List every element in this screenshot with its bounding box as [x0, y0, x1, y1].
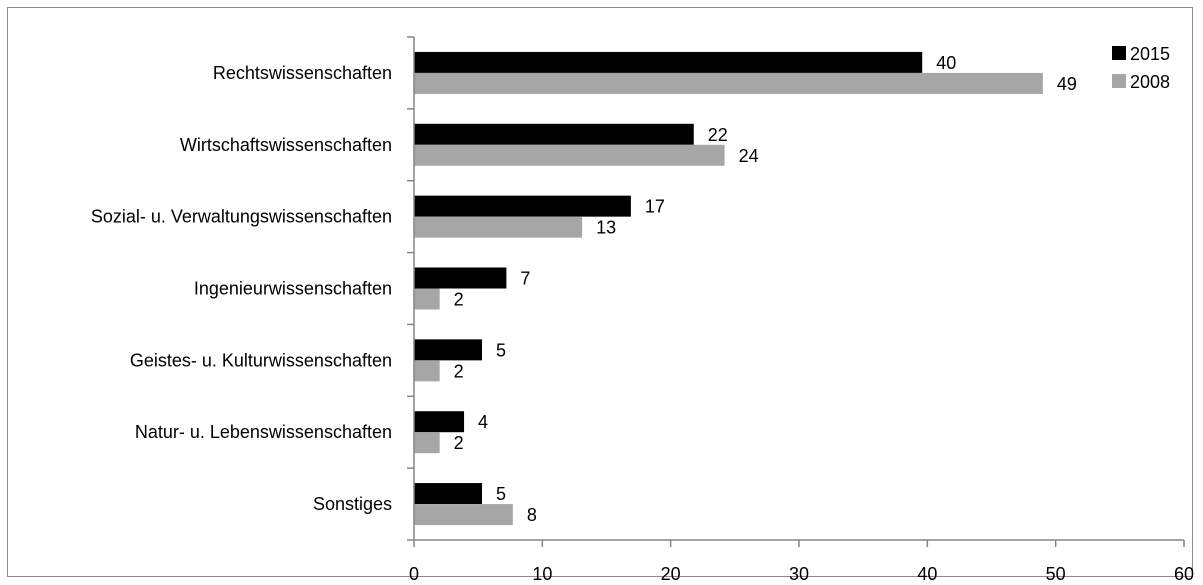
- x-tick-label: 50: [1046, 564, 1066, 584]
- category-label: Sozial- u. Verwaltungswissenschaften: [91, 207, 392, 227]
- bar-2015-1: [414, 51, 923, 73]
- data-label-2008: 8: [527, 505, 537, 525]
- data-label-2015: 7: [520, 269, 530, 289]
- bar-2015-3: [414, 195, 631, 217]
- category-label: Rechtswissenschaften: [213, 63, 392, 83]
- x-tick-label: 30: [789, 564, 809, 584]
- bar-2008-6: [414, 432, 440, 454]
- bar-2008-5: [414, 360, 440, 382]
- category-label: Ingenieurwissenschaften: [194, 279, 392, 299]
- data-label-2015: 17: [645, 197, 665, 217]
- legend-swatch-2008: [1112, 74, 1126, 88]
- chart-frame: [7, 7, 1193, 577]
- category-label: Natur- u. Lebenswissenschaften: [135, 422, 392, 442]
- bar-2015-4: [414, 267, 507, 289]
- x-tick-label: 0: [409, 564, 419, 584]
- data-label-2015: 22: [708, 125, 728, 145]
- data-label-2015: 40: [936, 53, 956, 73]
- data-label-2015: 5: [496, 340, 506, 360]
- legend-swatch-2015: [1112, 46, 1126, 60]
- data-label-2008: 2: [454, 361, 464, 381]
- x-tick-label: 60: [1174, 564, 1194, 584]
- bar-2015-5: [414, 339, 483, 361]
- bar-2008-2: [414, 144, 725, 166]
- category-label: Geistes- u. Kulturwissenschaften: [130, 350, 392, 370]
- data-label-2008: 2: [454, 433, 464, 453]
- data-label-2008: 24: [739, 146, 759, 166]
- x-tick-label: 40: [917, 564, 937, 584]
- bar-2008-4: [414, 288, 440, 310]
- x-tick-label: 20: [661, 564, 681, 584]
- bar-2015-7: [414, 483, 483, 505]
- bar-2008-3: [414, 216, 583, 238]
- data-label-2008: 13: [596, 218, 616, 238]
- bar-2015-2: [414, 123, 694, 145]
- legend-label-2008: 2008: [1130, 72, 1170, 92]
- bar-2015-6: [414, 411, 465, 433]
- legend-label-2015: 2015: [1130, 44, 1170, 64]
- data-label-2015: 5: [496, 484, 506, 504]
- bar-2008-1: [414, 72, 1043, 94]
- category-label: Sonstiges: [313, 494, 392, 514]
- data-label-2008: 49: [1057, 74, 1077, 94]
- data-label-2015: 4: [478, 412, 488, 432]
- x-tick-label: 10: [532, 564, 552, 584]
- bar-2008-7: [414, 504, 513, 526]
- category-label: Wirtschaftswissenschaften: [180, 135, 392, 155]
- data-label-2008: 2: [454, 290, 464, 310]
